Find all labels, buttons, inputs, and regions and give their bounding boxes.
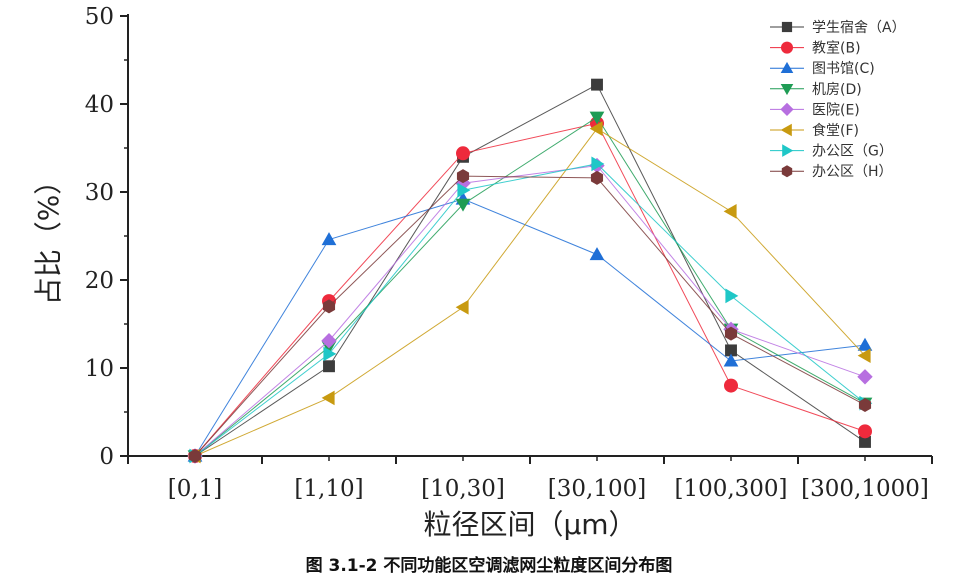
series-1 bbox=[189, 78, 871, 462]
x-tick-label: [300,1000] bbox=[801, 476, 929, 502]
series-2 bbox=[188, 116, 872, 463]
data-point bbox=[859, 435, 871, 448]
x-tick-label: [30,100] bbox=[548, 476, 646, 502]
y-tick-label: 40 bbox=[85, 92, 114, 118]
y-axis-title: 占比（%） bbox=[32, 167, 65, 306]
data-point bbox=[857, 369, 873, 385]
data-point bbox=[188, 449, 202, 463]
data-point bbox=[723, 204, 737, 219]
legend-label: 机房(D) bbox=[812, 82, 862, 98]
legend-label: 食堂(F) bbox=[812, 122, 859, 139]
data-point bbox=[857, 337, 873, 351]
x-tick-label: [0,1] bbox=[168, 476, 223, 502]
series-4 bbox=[187, 111, 873, 464]
series-7 bbox=[189, 156, 873, 464]
data-point bbox=[723, 353, 739, 367]
legend: 学生宿舍（A） 教室(B) 图书馆(C) 机房(D) 医院(E) 食堂(F) 办公区（G） 办… bbox=[770, 19, 906, 180]
y-tick-label: 10 bbox=[85, 356, 114, 382]
legend-label: 医院(E) bbox=[812, 102, 860, 118]
y-tick-label: 0 bbox=[99, 444, 114, 470]
series-8 bbox=[188, 169, 872, 463]
data-point bbox=[321, 232, 337, 246]
legend-marker bbox=[780, 84, 794, 96]
legend-item: 机房(D) bbox=[770, 82, 862, 98]
series-line bbox=[194, 122, 866, 457]
data-point bbox=[724, 326, 738, 341]
data-point bbox=[323, 346, 337, 362]
x-tick-label: [1,10] bbox=[294, 476, 363, 502]
y-tick-label: 20 bbox=[85, 268, 114, 294]
series-line bbox=[194, 116, 866, 457]
data-point bbox=[589, 121, 603, 136]
data-point bbox=[857, 348, 871, 364]
data-point bbox=[457, 182, 471, 198]
chart: 0 10 20 30 40 50 [0,1] [1,10] [10,30] [30,100] [10… bbox=[32, 4, 933, 541]
legend-marker bbox=[781, 21, 793, 33]
series-line bbox=[194, 83, 866, 457]
series-5 bbox=[187, 157, 873, 464]
legend-marker bbox=[780, 123, 792, 137]
legend-label: 办公区（H） bbox=[812, 164, 893, 180]
legend-marker bbox=[781, 165, 793, 178]
legend-item: 办公区（G） bbox=[770, 144, 893, 160]
data-point bbox=[322, 299, 336, 314]
series-layer bbox=[187, 78, 873, 464]
legend-label: 图书馆(C) bbox=[812, 61, 875, 77]
data-point bbox=[591, 156, 605, 172]
axes: 0 10 20 30 40 50 [0,1] [1,10] [10,30] [30,100] [10… bbox=[85, 4, 933, 502]
legend-label: 教室(B) bbox=[812, 40, 861, 57]
legend-item: 办公区（H） bbox=[770, 164, 893, 180]
series-line bbox=[194, 198, 866, 457]
data-point bbox=[321, 333, 337, 349]
series-6 bbox=[187, 121, 871, 464]
y-tick-label: 30 bbox=[85, 180, 114, 206]
data-point bbox=[591, 78, 603, 91]
y-tick-label: 50 bbox=[85, 4, 114, 30]
data-point bbox=[590, 170, 604, 185]
data-point bbox=[456, 169, 470, 184]
data-point bbox=[858, 397, 872, 412]
figure-caption: 图 3.1-2 不同功能区空调滤网尘粒度区间分布图 bbox=[305, 556, 673, 576]
series-line bbox=[194, 127, 866, 457]
legend-label: 学生宿舍（A） bbox=[812, 19, 906, 36]
x-axis-title: 粒径区间（μm） bbox=[423, 508, 636, 541]
legend-item: 图书馆(C) bbox=[770, 61, 875, 77]
legend-marker bbox=[780, 102, 794, 116]
legend-item: 医院(E) bbox=[770, 102, 860, 118]
series-line bbox=[194, 165, 866, 457]
data-point bbox=[323, 360, 335, 373]
data-point bbox=[858, 424, 872, 439]
legend-item: 教室(B) bbox=[770, 40, 861, 57]
data-point bbox=[589, 247, 605, 261]
x-tick-label: [100,300] bbox=[674, 476, 787, 502]
data-point bbox=[456, 146, 470, 161]
data-point bbox=[589, 111, 605, 125]
legend-marker bbox=[781, 41, 793, 54]
data-point bbox=[455, 198, 471, 212]
data-point bbox=[725, 344, 737, 357]
legend-marker bbox=[780, 61, 794, 73]
data-point bbox=[725, 288, 739, 304]
legend-item: 食堂(F) bbox=[770, 122, 859, 139]
legend-item: 学生宿舍（A） bbox=[770, 19, 906, 36]
data-point bbox=[724, 378, 738, 393]
legend-marker bbox=[782, 144, 794, 157]
legend-label: 办公区（G） bbox=[812, 144, 893, 160]
data-point bbox=[321, 390, 335, 406]
data-point bbox=[455, 299, 469, 315]
x-tick-label: [10,30] bbox=[421, 476, 505, 502]
series-line bbox=[194, 175, 866, 457]
